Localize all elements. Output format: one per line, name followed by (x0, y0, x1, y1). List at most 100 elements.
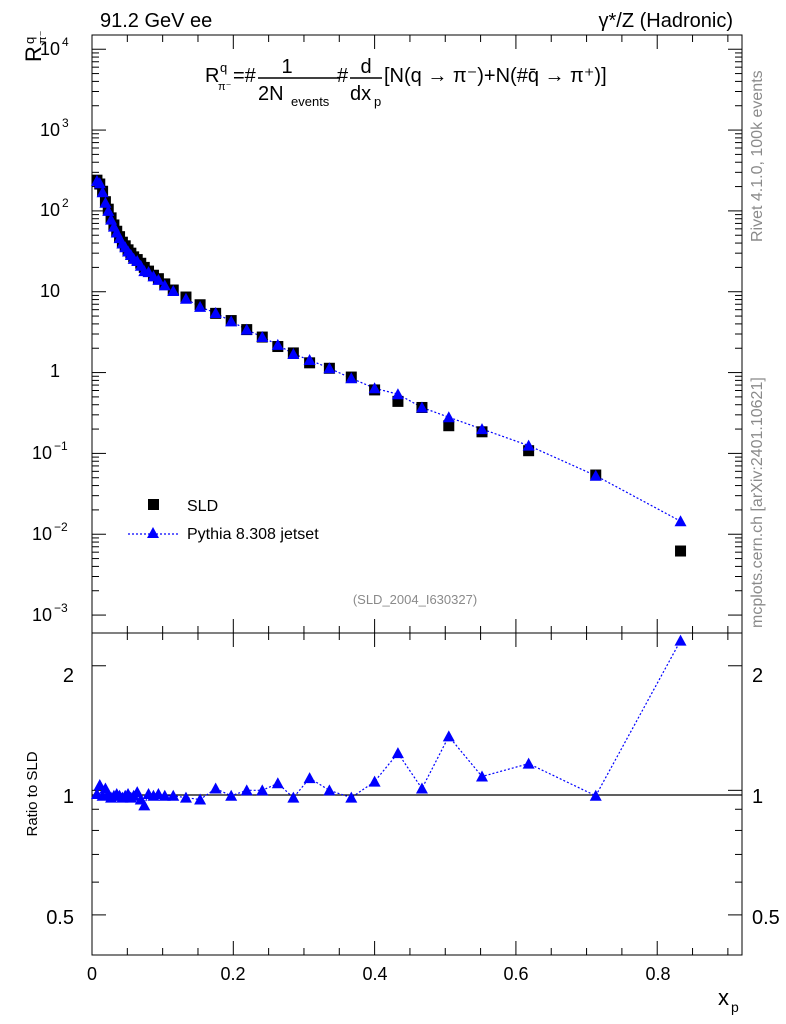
ratio-point (476, 770, 488, 782)
pythia-point (158, 279, 171, 291)
pythia-point (167, 285, 180, 297)
pythia-point (179, 292, 192, 304)
ratio-tick-label-left: 2 (63, 665, 74, 687)
y-tick-exp: 2 (62, 196, 69, 210)
svg-text:2N: 2N (258, 83, 284, 105)
ratio-point (415, 782, 428, 794)
svg-text:1: 1 (281, 56, 292, 78)
main-plot-data (90, 174, 687, 557)
svg-text:dx: dx (350, 83, 371, 105)
pythia-point (415, 401, 428, 413)
svg-text:R: R (21, 46, 46, 62)
pythia-point (99, 196, 112, 208)
ratio-point (303, 772, 316, 784)
ratio-point (522, 757, 535, 769)
svg-text:q: q (220, 60, 227, 75)
ratio-tick-labels: 2 1 0.5 2 1 0.5 (46, 665, 780, 929)
svg-text:d: d (360, 56, 371, 78)
x-tick-label: 0 (87, 964, 97, 984)
ratio-tick-label-right: 2 (752, 665, 763, 687)
ratio-point (287, 791, 300, 803)
legend-label-sld: SLD (187, 498, 218, 515)
ratio-plot-data (90, 634, 687, 811)
y-tick-label: 10 (32, 605, 52, 625)
pythia-point (256, 331, 269, 343)
pythia-point (476, 423, 488, 435)
x-tick-label: 0.6 (503, 964, 528, 984)
ratio-point (323, 784, 336, 796)
ratio-point (93, 779, 106, 791)
header-energy: 91.2 GeV ee (100, 10, 212, 32)
mcplots-label: mcplots.cern.ch [arXiv:2401.10621] (749, 377, 766, 628)
ratio-point (240, 784, 253, 796)
x-tick-label: 0.2 (220, 964, 245, 984)
legend-label-pythia: Pythia 8.308 jetset (187, 526, 319, 543)
header-process: γ*/Z (Hadronic) (599, 10, 733, 32)
y-axis-label: R (21, 46, 46, 62)
y-tick-label: 10 (40, 120, 60, 140)
ratio-tick-label-right: 1 (752, 786, 763, 808)
ratio-point (194, 793, 207, 805)
ratio-tick-label-left: 1 (63, 786, 74, 808)
ratio-point (158, 789, 171, 801)
x-tick-label: 0.4 (362, 964, 387, 984)
x-tick-label: 0.8 (645, 964, 670, 984)
svg-text:R: R (205, 65, 219, 87)
ratio-y-axis-label: Ratio to SLD (24, 751, 41, 836)
formula: R q π⁻ =# 1 2N events # d dx p [N(q → π⁻… (205, 56, 607, 109)
y-tick-label: 10 (32, 443, 52, 463)
legend: SLD Pythia 8.308 jetset (128, 498, 319, 543)
sld-point (675, 545, 687, 557)
y-axis-label-sub: π⁻ (37, 30, 49, 44)
y-tick-exp: −2 (54, 520, 68, 534)
y-tick-exp: −3 (54, 601, 68, 615)
svg-text:x: x (718, 985, 729, 1010)
ratio-point (391, 747, 404, 759)
pythia-point (391, 388, 404, 400)
pythia-point (303, 354, 316, 366)
pythia-point (345, 372, 358, 384)
ratio-point (256, 784, 269, 796)
pythia-point (442, 411, 455, 423)
pythia-point (152, 273, 165, 285)
ratio-point (674, 634, 687, 646)
ratio-point (345, 791, 358, 803)
svg-text:π⁻: π⁻ (218, 81, 232, 93)
y-axis-label-sup: q (22, 37, 37, 44)
axis-ticks (91, 35, 742, 955)
pythia-point (240, 323, 253, 335)
y-tick-label: 1 (50, 361, 60, 381)
pythia-point (102, 204, 115, 216)
pythia-point (589, 469, 602, 481)
y-tick-label: 10 (40, 281, 60, 301)
rivet-label: Rivet 4.1.0, 100k events (749, 70, 766, 242)
analysis-watermark: (SLD_2004_I630327) (353, 592, 477, 607)
y-tick-exp: 4 (62, 35, 69, 49)
y-tick-labels: 10 4 10 3 10 2 10 1 10 −1 10 −2 10 −3 (32, 35, 69, 625)
pythia-point (287, 347, 300, 359)
ratio-line (96, 640, 682, 807)
svg-text:[N(q → π⁻)+N(#q̄ → π⁺)]: [N(q → π⁻)+N(#q̄ → π⁺)] (384, 65, 607, 87)
pythia-point (225, 315, 238, 327)
svg-text:p: p (374, 94, 381, 109)
ratio-tick-label-right: 0.5 (752, 907, 780, 929)
ratio-point (209, 782, 222, 794)
y-tick-label: 10 (32, 524, 52, 544)
svg-text:events: events (291, 94, 330, 109)
ratio-point (138, 799, 151, 811)
ratio-point (368, 775, 381, 787)
pythia-point (368, 382, 381, 394)
sld-point (392, 395, 404, 407)
pythia-point (209, 307, 222, 319)
y-tick-label: 10 (40, 39, 60, 59)
pythia-point (93, 177, 106, 189)
ratio-point (225, 789, 238, 801)
pythia-point (674, 515, 687, 527)
ratio-tick-label-left: 0.5 (46, 907, 74, 929)
pythia-point (194, 300, 207, 312)
pythia-point (323, 362, 336, 374)
ratio-point (179, 791, 192, 803)
ratio-point (131, 786, 144, 798)
svg-text:=#: =# (233, 65, 257, 87)
